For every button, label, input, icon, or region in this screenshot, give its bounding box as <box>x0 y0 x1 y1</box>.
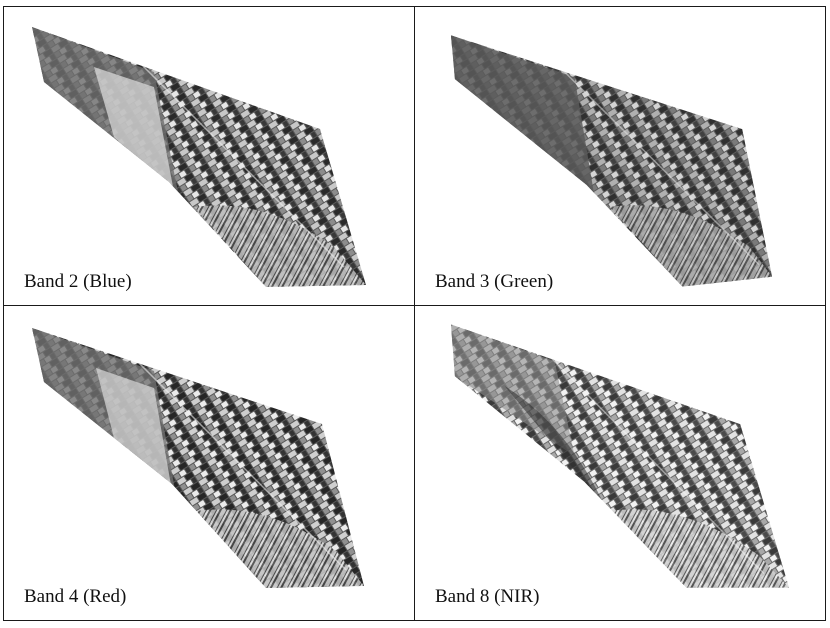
band-caption: Band 8 (NIR) <box>435 586 539 608</box>
satellite-image-band-8 <box>415 306 825 620</box>
band-caption: Band 3 (Green) <box>435 271 553 293</box>
satellite-image-band-2 <box>4 7 414 305</box>
satellite-image-band-4 <box>4 306 414 620</box>
panel-band-2-blue: Band 2 (Blue) <box>4 7 415 306</box>
band-caption: Band 2 (Blue) <box>24 271 132 293</box>
panel-band-4-red: Band 4 (Red) <box>4 306 415 620</box>
band-caption: Band 4 (Red) <box>24 586 126 608</box>
band-comparison-grid: Band 2 (Blue) <box>3 6 826 621</box>
satellite-image-band-3 <box>415 7 825 305</box>
panel-band-8-nir: Band 8 (NIR) <box>415 306 825 620</box>
panel-band-3-green: Band 3 (Green) <box>415 7 825 306</box>
